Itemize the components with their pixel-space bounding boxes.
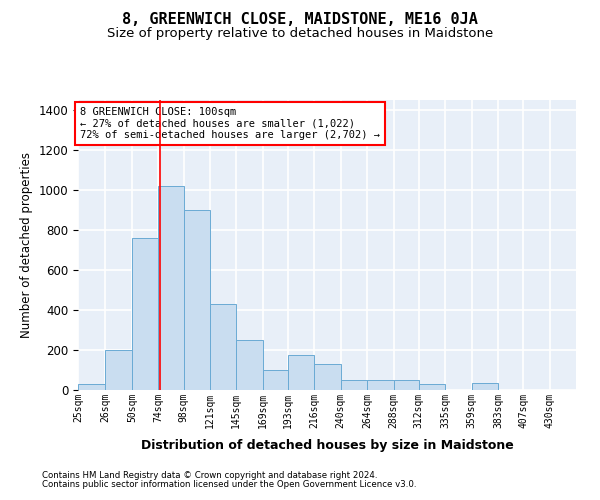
Text: Distribution of detached houses by size in Maidstone: Distribution of detached houses by size …	[140, 438, 514, 452]
Bar	[288, 355, 314, 390]
Bar	[314, 364, 341, 390]
Bar	[367, 380, 394, 390]
Text: Contains HM Land Registry data © Crown copyright and database right 2024.: Contains HM Land Registry data © Crown c…	[42, 471, 377, 480]
Text: 8 GREENWICH CLOSE: 100sqm
← 27% of detached houses are smaller (1,022)
72% of se: 8 GREENWICH CLOSE: 100sqm ← 27% of detac…	[80, 107, 380, 140]
Bar	[210, 304, 236, 390]
Bar	[419, 384, 445, 390]
Bar	[263, 370, 288, 390]
Y-axis label: Number of detached properties: Number of detached properties	[20, 152, 33, 338]
Text: Contains public sector information licensed under the Open Government Licence v3: Contains public sector information licen…	[42, 480, 416, 489]
Bar	[236, 340, 263, 390]
Bar	[78, 384, 106, 390]
Text: 8, GREENWICH CLOSE, MAIDSTONE, ME16 0JA: 8, GREENWICH CLOSE, MAIDSTONE, ME16 0JA	[122, 12, 478, 28]
Bar	[106, 350, 132, 390]
Bar	[472, 383, 498, 390]
Bar	[184, 210, 210, 390]
Bar	[132, 238, 158, 390]
Bar	[341, 380, 367, 390]
Bar	[394, 380, 419, 390]
Bar	[158, 186, 184, 390]
Text: Size of property relative to detached houses in Maidstone: Size of property relative to detached ho…	[107, 28, 493, 40]
